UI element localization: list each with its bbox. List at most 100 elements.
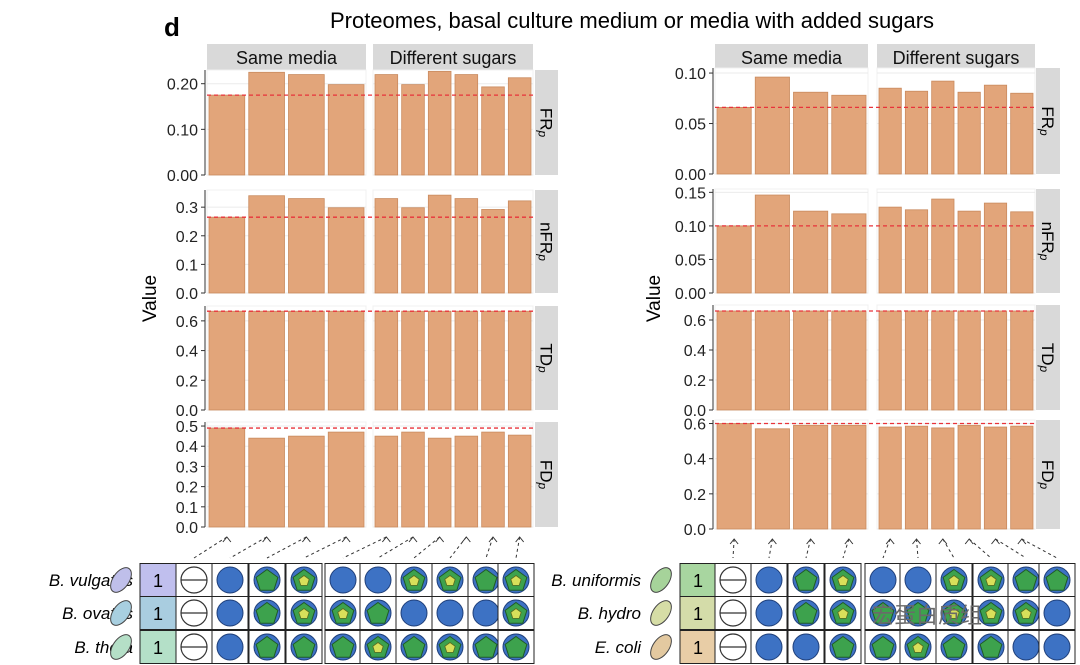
blue-circle-icon [472, 599, 500, 627]
dashed-arrow [266, 536, 307, 559]
arrow-head [912, 538, 921, 545]
blue-circle-icon [216, 566, 244, 594]
row-label-main: FR [1039, 106, 1058, 129]
facet-label-same-media: Same media [236, 48, 338, 68]
blue-circle-icon [364, 566, 392, 594]
yellow-pentagon-icon [408, 575, 420, 586]
y-tick-label: 0.6 [176, 314, 198, 331]
row-label-main: nFR [1039, 222, 1058, 254]
bar-same-media-frp [208, 94, 246, 176]
yellow-pentagon-icon [337, 608, 349, 619]
arrow-head [262, 536, 272, 543]
bar-different-sugars-frp [983, 84, 1008, 175]
bar-same-media-tdp [831, 310, 867, 411]
bar-different-sugars-frp [454, 74, 479, 176]
species-number: 1 [153, 638, 163, 658]
bar-same-media-nfrp [716, 225, 752, 294]
bar-different-sugars-tdp [454, 310, 479, 411]
bar-different-sugars-nfrp [507, 200, 532, 294]
bar-different-sugars-nfrp [957, 210, 981, 294]
bar-different-sugars-frp [481, 86, 505, 176]
bar-same-media-tdp [716, 310, 752, 411]
bar-different-sugars-fdp [374, 435, 399, 528]
green-pentagon-icon [474, 568, 498, 591]
y-tick-label: 0.4 [684, 452, 706, 469]
bar-same-media-frp [831, 94, 867, 175]
row-label-main: FD [1039, 460, 1058, 483]
y-tick-label: 0.05 [675, 117, 706, 134]
bar-same-media-frp [793, 91, 829, 175]
dashed-arrow [413, 536, 440, 559]
yellow-pentagon-icon [948, 575, 960, 586]
row-label-main: TD [537, 343, 556, 366]
row-label-tdp: TDp [1037, 343, 1058, 373]
row-label-main: FD [537, 460, 556, 483]
green-pentagon-icon [255, 568, 279, 591]
arrow-head [488, 536, 498, 543]
panel-background [876, 67, 1036, 175]
dashed-arrow [732, 538, 735, 559]
arrow-head [1017, 538, 1027, 545]
left-chart: Same media Different sugarsValueFRp0.000.… [49, 44, 558, 664]
green-pentagon-icon [906, 601, 930, 624]
y-tick-label: 0.10 [167, 122, 198, 139]
green-pentagon-icon [255, 601, 279, 624]
row-label-subscript: p [1037, 364, 1051, 372]
row-label-tdp: TDp [536, 343, 557, 373]
y-tick-label: 0.00 [675, 286, 706, 303]
row-strip [1036, 420, 1060, 529]
bar-same-media-tdp [327, 310, 365, 411]
green-pentagon-icon [871, 635, 895, 658]
arrow-head [301, 536, 311, 543]
bar-different-sugars-tdp [904, 310, 929, 411]
watermark-text: 宏蛋白质组 [872, 604, 983, 629]
yellow-pentagon-icon [985, 575, 997, 586]
dashed-arrow [485, 536, 494, 559]
y-axis-title: Value [140, 275, 161, 322]
y-tick-label: 0.0 [176, 520, 198, 537]
dashed-arrow [229, 536, 267, 559]
dashed-arrow [342, 536, 387, 559]
y-tick-label: 0.6 [684, 417, 706, 434]
arrow-head [222, 536, 232, 543]
bar-different-sugars-frp [957, 91, 981, 175]
bar-different-sugars-fdp [454, 435, 479, 528]
bar-different-sugars-frp [878, 87, 902, 175]
blue-circle-icon [329, 566, 357, 594]
y-tick-label: 0.6 [684, 313, 706, 330]
bar-different-sugars-nfrp [427, 194, 452, 294]
species-number: 1 [693, 571, 703, 591]
row-label-fdp: FDp [1037, 460, 1058, 490]
bar-same-media-tdp [288, 310, 325, 411]
yellow-pentagon-icon [1020, 608, 1032, 619]
bar-same-media-fdp [754, 428, 790, 530]
panel-background [876, 304, 1036, 411]
bar-different-sugars-frp [507, 77, 532, 176]
panel-background [876, 188, 1036, 294]
row-label-main: nFR [537, 222, 556, 254]
yellow-pentagon-icon [837, 608, 849, 619]
arrow-head [381, 536, 391, 543]
row-label-subscript: p [1037, 128, 1051, 136]
arrow-head [964, 538, 974, 545]
facet-strip [207, 44, 366, 70]
row-strip [535, 190, 558, 293]
bar-different-sugars-frp [1010, 92, 1034, 175]
green-pentagon-icon [979, 635, 1003, 658]
blue-circle-icon [904, 566, 932, 594]
bar-same-media-fdp [831, 424, 867, 530]
bar-different-sugars-tdp [401, 310, 425, 411]
bar-different-sugars-fdp [427, 437, 452, 528]
dashed-arrow [882, 538, 891, 559]
species-number-box [679, 563, 717, 597]
species-number: 1 [693, 638, 703, 658]
row-strip [1036, 68, 1060, 174]
y-tick-label: 0.0 [176, 403, 198, 420]
bar-different-sugars-frp [374, 74, 399, 176]
yellow-pentagon-icon [444, 575, 456, 586]
y-axis-title: Value [644, 275, 665, 322]
bar-same-media-nfrp [248, 195, 285, 294]
facet-strip [373, 44, 533, 70]
green-pentagon-icon [292, 635, 316, 658]
y-tick-label: 0.4 [176, 344, 198, 361]
